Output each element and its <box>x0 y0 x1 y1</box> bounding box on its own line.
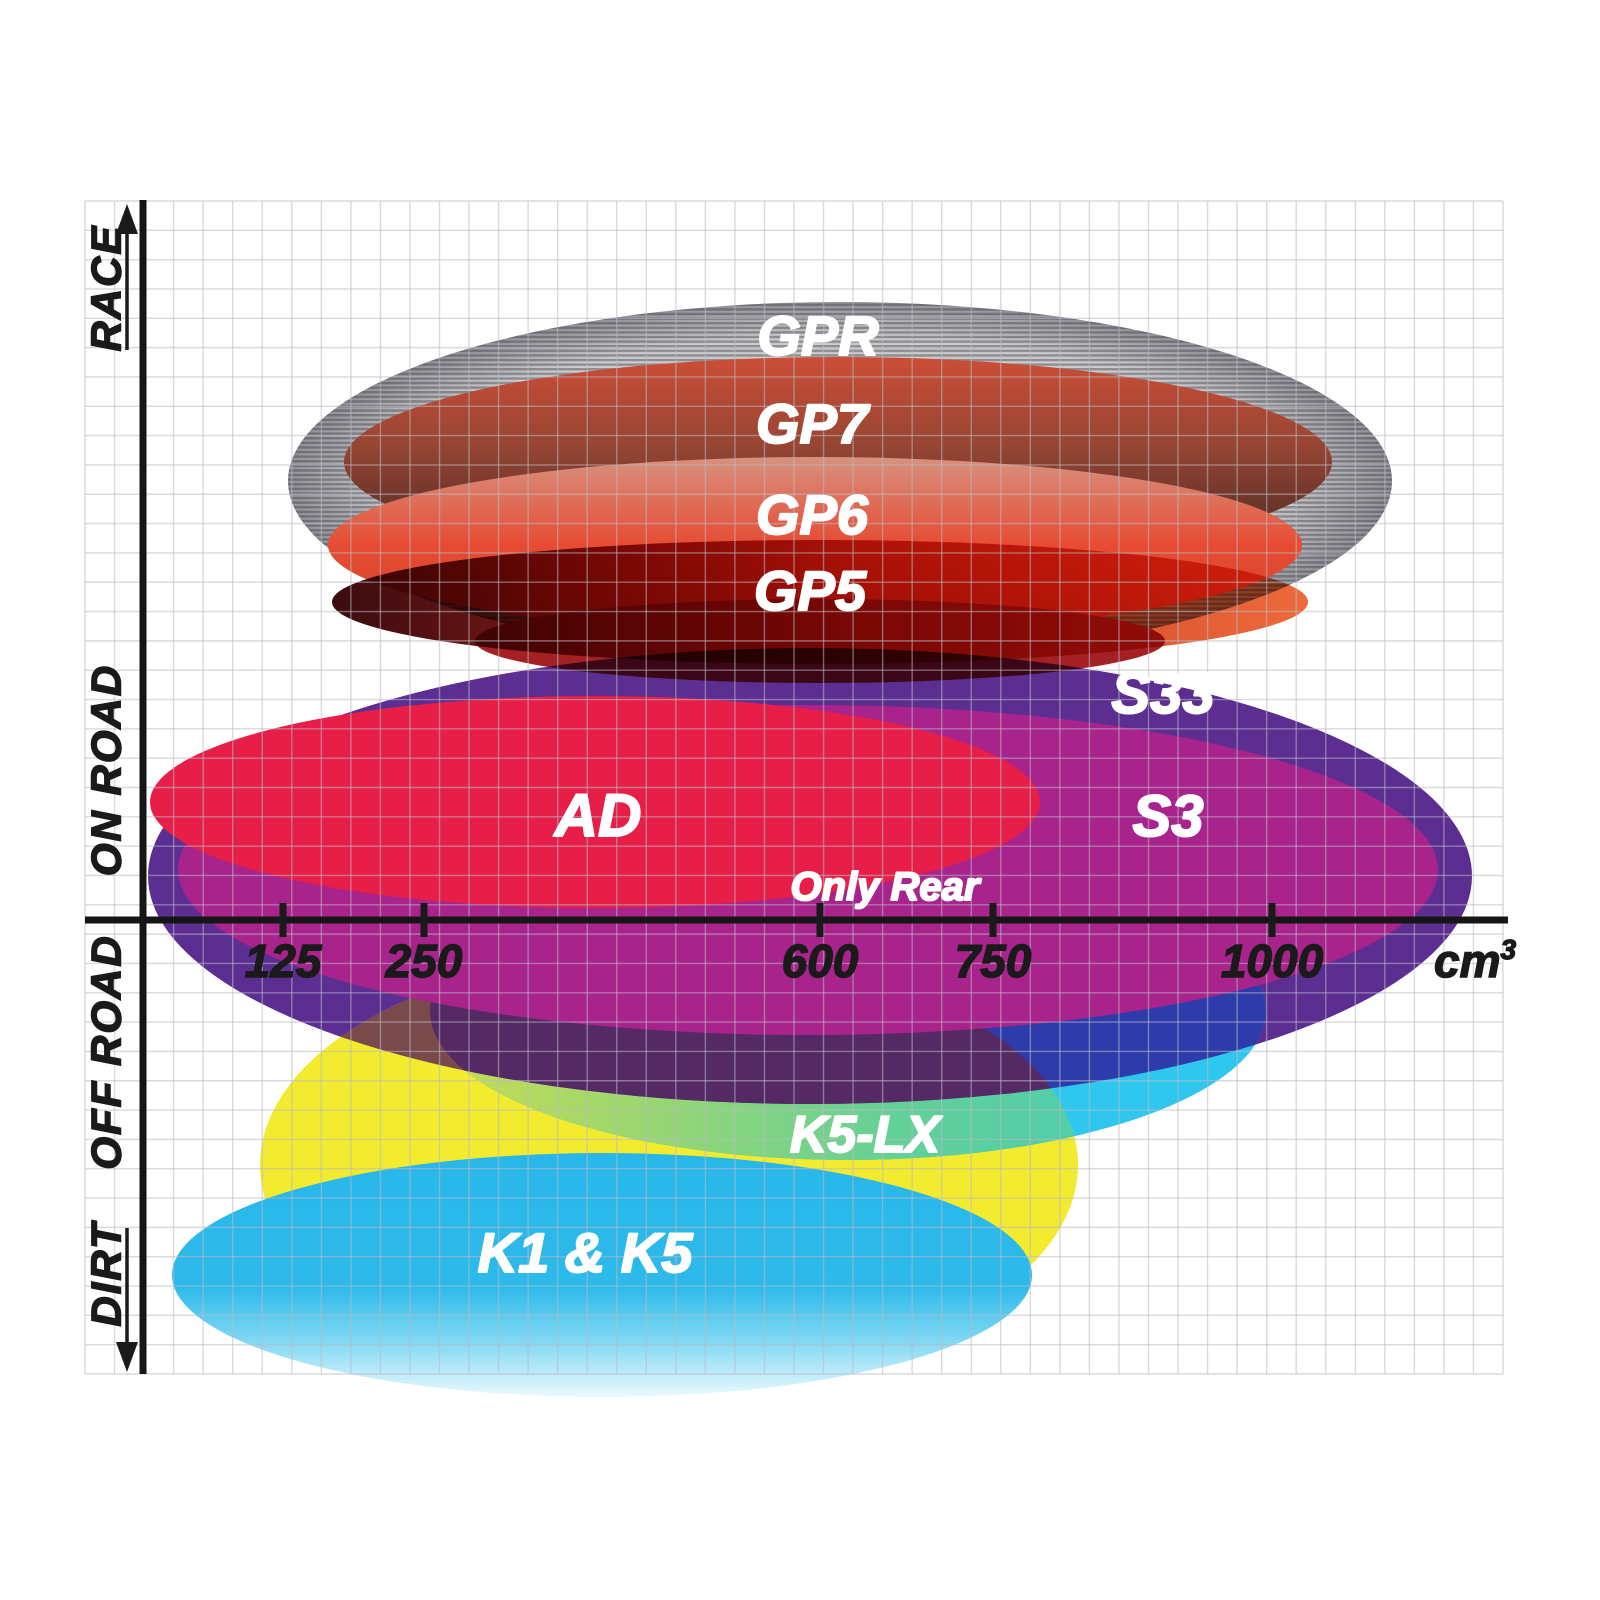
ellipse-k1k5 <box>172 1153 1032 1397</box>
label-k5-lx: K5-LX <box>790 1106 944 1164</box>
label-only-rear: Only Rear <box>791 865 982 909</box>
grid <box>84 200 1504 1375</box>
ellipse-ad <box>150 696 1040 908</box>
x-tick-label: 750 <box>955 935 1032 987</box>
zone-label-on-road: ON ROAD <box>83 664 130 876</box>
zone-label-off-road: OFF ROAD <box>83 934 130 1169</box>
label-s3: S3 <box>1133 784 1204 849</box>
overlap-yellow-s33 <box>260 950 1078 1104</box>
ellipse-gp5 <box>332 540 1308 664</box>
label-k1-k5: K1 & K5 <box>478 1221 694 1284</box>
down-arrow-head-icon <box>116 1342 138 1372</box>
label-gp6: GP6 <box>756 483 869 546</box>
zone-label-race: RACE <box>83 224 130 351</box>
x-axis-unit-sup: 3 <box>1500 934 1516 965</box>
x-tick-label: 600 <box>782 935 859 987</box>
x-tick-label: 125 <box>245 935 323 987</box>
label-ad: AD <box>553 782 642 849</box>
label-s33: S33 <box>1111 661 1214 726</box>
label-gp5: GP5 <box>754 559 867 622</box>
overlap-yellow-s33-clipgroup <box>260 950 1078 1104</box>
label-gpr: GPR <box>757 304 879 367</box>
label-gp7: GP7 <box>756 392 871 455</box>
up-arrow-head-icon <box>116 204 138 234</box>
x-tick-label: 250 <box>385 935 463 987</box>
zone-label-dirt: DIRT <box>83 1220 130 1327</box>
x-tick-label: 1000 <box>1221 935 1324 987</box>
